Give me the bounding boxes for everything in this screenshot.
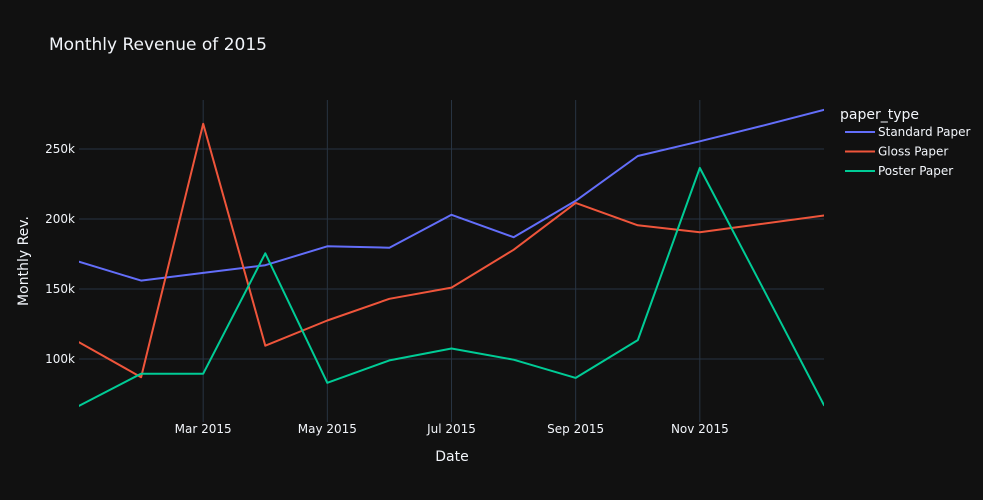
- x-tick-label: May 2015: [298, 422, 357, 436]
- y-tick-label: 250k: [45, 142, 75, 156]
- legend-title: paper_type: [840, 107, 919, 123]
- series-line-gloss-paper: [79, 122, 824, 379]
- legend: paper_type Standard Paper Gloss Paper Post…: [840, 107, 970, 178]
- legend-label: Poster Paper: [878, 164, 953, 178]
- series-layer: [79, 108, 824, 407]
- legend-item-gloss-paper[interactable]: Gloss Paper: [845, 145, 948, 159]
- x-axis-title: Date: [435, 449, 468, 465]
- chart-title: Monthly Revenue of 2015: [49, 35, 267, 55]
- series-line-standard-paper: [79, 108, 824, 282]
- x-tick-label: Sep 2015: [547, 422, 604, 436]
- y-tick-label: 150k: [45, 282, 75, 296]
- tick-layer: 100k 150k 200k 250k Mar 2015 May 2015 Jul 2015…: [45, 142, 729, 436]
- legend-item-standard-paper[interactable]: Standard Paper: [845, 125, 970, 139]
- x-tick-label: Jul 2015: [426, 422, 476, 436]
- series-line-poster-paper: [79, 166, 824, 407]
- grid-layer: [79, 100, 824, 422]
- y-axis-title: Monthly Rev.: [16, 216, 32, 306]
- x-tick-label: Mar 2015: [175, 422, 232, 436]
- y-tick-label: 100k: [45, 352, 75, 366]
- legend-label: Standard Paper: [878, 125, 970, 139]
- legend-label: Gloss Paper: [878, 145, 948, 159]
- x-tick-label: Nov 2015: [671, 422, 729, 436]
- y-tick-label: 200k: [45, 212, 75, 226]
- legend-item-poster-paper[interactable]: Poster Paper: [845, 164, 953, 178]
